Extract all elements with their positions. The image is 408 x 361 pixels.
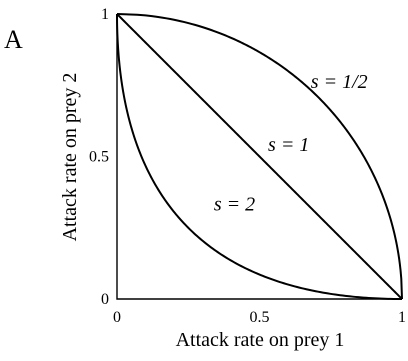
- x-tick-label: 0: [113, 309, 121, 326]
- curve-s-2: [116, 13, 403, 300]
- curve-label: s = 2: [214, 194, 255, 216]
- curve-label: s = 1/2: [311, 71, 368, 93]
- x-tick-label: 1: [398, 309, 406, 326]
- y-tick-label: 1: [101, 6, 109, 23]
- y-axis-label: Attack rate on prey 2: [59, 73, 81, 242]
- trade-off-curves: [116, 13, 403, 300]
- plot-area: 0 0.5 1 0 0.5 1 s = 1/2 s = 1 s = 2: [89, 6, 406, 326]
- tick-labels: 0 0.5 1 0 0.5 1: [89, 6, 406, 326]
- curve-label: s = 1: [268, 134, 309, 156]
- curve-s-1: [116, 13, 403, 300]
- panel-letter: A: [4, 25, 23, 54]
- y-tick-label: 0: [101, 291, 109, 308]
- curve-s-0_5: [116, 13, 403, 300]
- x-axis-label: Attack rate on prey 1: [176, 329, 345, 351]
- axis-frame: [116, 14, 402, 300]
- x-tick-label: 0.5: [250, 309, 270, 326]
- curve-labels: s = 1/2 s = 1 s = 2: [214, 71, 368, 216]
- y-tick-label: 0.5: [89, 149, 109, 166]
